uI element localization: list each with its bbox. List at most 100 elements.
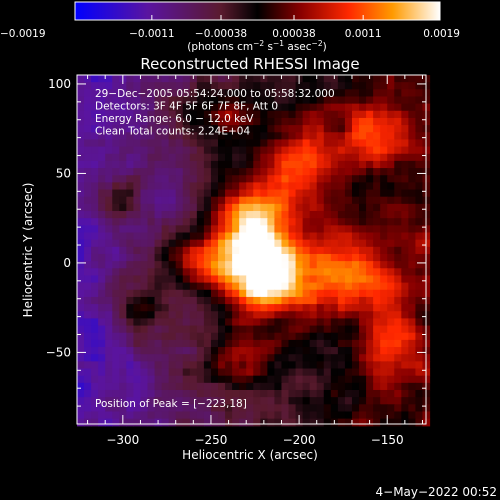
heatmap-cell: [175, 182, 184, 191]
heatmap-cell: [133, 132, 142, 141]
heatmap-cell: [77, 418, 85, 427]
heatmap-cell: [112, 225, 120, 234]
heatmap-cell: [112, 211, 120, 219]
heatmap-cell: [316, 382, 325, 391]
heatmap-cell: [140, 139, 149, 148]
heatmap-cell: [225, 332, 233, 341]
heatmap-cell: [189, 253, 198, 262]
heatmap-cell: [232, 75, 240, 83]
heatmap-cell: [337, 289, 346, 298]
heatmap-cell: [288, 146, 297, 155]
heatmap-cell: [246, 203, 254, 212]
heatmap-cell: [330, 82, 339, 90]
heatmap-cell: [260, 311, 268, 320]
heatmap-cell: [408, 125, 417, 133]
heatmap-cell: [380, 153, 388, 162]
heatmap-cell: [161, 253, 170, 262]
heatmap-cell: [175, 268, 184, 277]
heatmap-cell: [309, 218, 318, 226]
heatmap-cell: [239, 253, 247, 262]
heatmap-cell: [415, 239, 424, 248]
heatmap-cell: [260, 275, 268, 284]
heatmap-cell: [323, 168, 332, 176]
heatmap-cell: [133, 282, 142, 291]
heatmap-cell: [105, 89, 113, 98]
heatmap-cell: [182, 211, 191, 219]
heatmap-cell: [408, 132, 417, 141]
heatmap-cell: [161, 89, 170, 98]
heatmap-cell: [387, 168, 395, 176]
heatmap-cell: [288, 347, 297, 355]
heatmap-cell: [302, 225, 311, 234]
heatmap-cell: [337, 132, 346, 141]
heatmap-cell: [246, 368, 254, 377]
heatmap-cell: [281, 404, 290, 413]
heatmap-cell: [394, 275, 402, 284]
heatmap-cell: [239, 203, 247, 212]
heatmap-cell: [147, 125, 156, 133]
heatmap-cell: [91, 168, 99, 176]
heatmap-cell: [380, 182, 388, 191]
heatmap-cell: [316, 75, 325, 83]
heatmap-cell: [394, 382, 402, 391]
heatmap-cell: [281, 397, 290, 405]
heatmap-cell: [232, 196, 240, 205]
heatmap-cell: [366, 189, 374, 198]
heatmap-cell: [295, 125, 304, 133]
heatmap-cell: [302, 404, 311, 413]
heatmap-cell: [196, 368, 205, 377]
heatmap-cell: [373, 311, 381, 320]
heatmap-cell: [154, 182, 163, 191]
heatmap-cell: [196, 282, 205, 291]
heatmap-cell: [189, 182, 198, 191]
heatmap-cell: [203, 117, 212, 126]
heatmap-cell: [281, 296, 290, 305]
heatmap-cell: [84, 89, 92, 98]
heatmap-cell: [373, 304, 381, 312]
heatmap-cell: [210, 239, 219, 248]
heatmap-cell: [387, 146, 395, 155]
heatmap-cell: [196, 375, 205, 384]
heatmap-cell: [189, 239, 198, 248]
heatmap-cell: [232, 239, 240, 248]
heatmap-cell: [168, 125, 177, 133]
heatmap-cell: [253, 82, 261, 90]
heatmap-cell: [267, 304, 276, 312]
heatmap-cell: [189, 368, 198, 377]
heatmap-cell: [260, 218, 268, 226]
heatmap-cell: [380, 296, 388, 305]
heatmap-cell: [246, 117, 254, 126]
heatmap-cell: [288, 289, 297, 298]
heatmap-cell: [366, 132, 374, 141]
heatmap-cell: [210, 311, 219, 320]
heatmap-cell: [288, 103, 297, 112]
heatmap-cell: [203, 411, 212, 420]
heatmap-cell: [274, 261, 283, 269]
heatmap-cell: [246, 347, 254, 355]
heatmap-cell: [210, 160, 219, 169]
heatmap-cell: [323, 325, 332, 334]
heatmap-cell: [112, 325, 120, 334]
heatmap-cell: [175, 361, 184, 370]
heatmap-cell: [366, 354, 374, 362]
heatmap-cell: [98, 368, 106, 377]
heatmap-cell: [98, 125, 106, 133]
heatmap-cell: [302, 318, 311, 327]
heatmap-cell: [239, 347, 247, 355]
heatmap-cell: [351, 160, 360, 169]
heatmap-cell: [366, 361, 374, 370]
heatmap-cell: [330, 117, 339, 126]
heatmap-cell: [84, 153, 92, 162]
heatmap-cell: [387, 261, 395, 269]
heatmap-cell: [366, 117, 374, 126]
heatmap-cell: [260, 125, 268, 133]
heatmap-cell: [133, 153, 142, 162]
heatmap-cell: [126, 82, 134, 90]
heatmap-cell: [154, 117, 163, 126]
heatmap-cell: [140, 397, 149, 405]
heatmap-cell: [380, 110, 388, 119]
heatmap-cell: [218, 160, 226, 169]
heatmap-cell: [344, 196, 353, 205]
heatmap-cell: [366, 175, 374, 183]
heatmap-cell: [133, 318, 142, 327]
